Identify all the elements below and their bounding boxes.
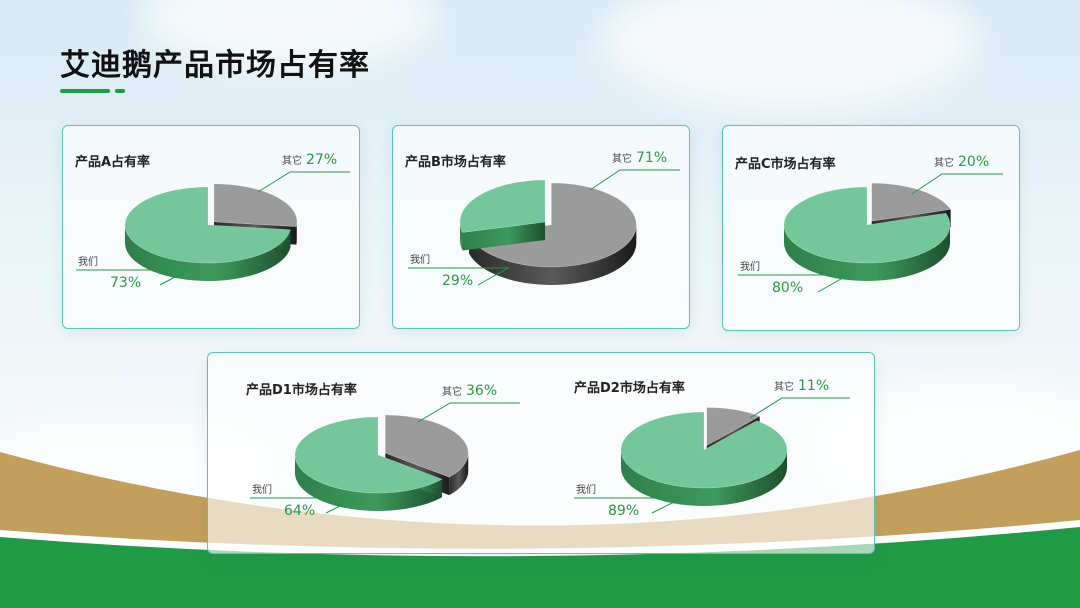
leader-line-other xyxy=(257,171,350,193)
slice-name-ours: 我们 xyxy=(576,483,596,496)
leader-line-ours xyxy=(408,267,510,286)
leader-line-other xyxy=(589,169,680,191)
leader-line-ours xyxy=(76,269,189,286)
slice-name-other: 其它 xyxy=(282,154,302,167)
slice-name-other: 其它 xyxy=(934,156,954,169)
pie-slice-other xyxy=(706,407,761,446)
slice-percent-other: 36% xyxy=(466,383,497,399)
title-underline-dot xyxy=(115,89,125,93)
pie-slice-ours-side xyxy=(621,450,787,506)
chart-title-c: 产品C市场占有率 xyxy=(735,157,836,172)
slice-percent-ours: 89% xyxy=(608,503,639,519)
slice-name-ours: 我们 xyxy=(410,253,430,266)
pie-slice-other-side xyxy=(296,221,298,245)
chart-title-d1: 产品D1市场占有率 xyxy=(246,383,357,398)
pie-slice-ours-side xyxy=(784,225,950,281)
pie-slice-other xyxy=(384,414,469,478)
pie-slice-ours-side xyxy=(125,225,291,281)
pie-slice-ours-side xyxy=(295,455,442,511)
chart-title-a: 产品A占有率 xyxy=(75,155,151,170)
leader-line-other xyxy=(749,397,850,419)
title-underline xyxy=(60,89,110,93)
pie-slice-ours xyxy=(294,416,443,494)
pie-slice-ours xyxy=(124,186,291,264)
pie-slice-ours xyxy=(620,411,788,489)
pie-slice-other xyxy=(468,182,637,268)
slice-percent-other: 71% xyxy=(636,150,667,166)
slice-name-ours: 我们 xyxy=(78,255,98,268)
slice-name-other: 其它 xyxy=(442,385,462,398)
pie-slice-other-side xyxy=(468,224,637,285)
chart-title-d2: 产品D2市场占有率 xyxy=(574,381,685,396)
pie-slice-other xyxy=(213,183,298,227)
leader-line-other xyxy=(911,173,1003,195)
slice-percent-ours: 73% xyxy=(110,275,141,291)
leader-line-ours xyxy=(250,497,357,514)
pie-slice-ours-cut-face xyxy=(462,222,545,251)
leader-line-ours xyxy=(738,274,850,293)
slice-percent-other: 20% xyxy=(958,154,989,170)
slice-name-other: 其它 xyxy=(774,380,794,393)
slice-percent-ours: 80% xyxy=(772,280,803,296)
slice-percent-ours: 29% xyxy=(442,273,473,289)
pie-slice-other-side xyxy=(449,452,469,496)
slice-name-ours: 我们 xyxy=(252,483,272,496)
pie-slice-ours xyxy=(783,186,951,264)
pie-slice-ours xyxy=(459,179,546,233)
cloud-decoration xyxy=(600,0,980,110)
slice-percent-other: 11% xyxy=(798,378,829,394)
page-title: 艾迪鹅产品市场占有率 xyxy=(60,48,370,83)
chart-title-b: 产品B市场占有率 xyxy=(405,155,506,170)
slice-name-other: 其它 xyxy=(612,152,632,165)
pie-slice-ours-side xyxy=(460,222,463,251)
slice-percent-other: 27% xyxy=(306,152,337,168)
slice-percent-ours: 64% xyxy=(284,503,315,519)
slice-name-ours: 我们 xyxy=(740,260,760,273)
leader-line-other xyxy=(417,402,520,423)
leader-line-ours xyxy=(574,497,683,514)
pie-slice-other xyxy=(871,182,952,222)
